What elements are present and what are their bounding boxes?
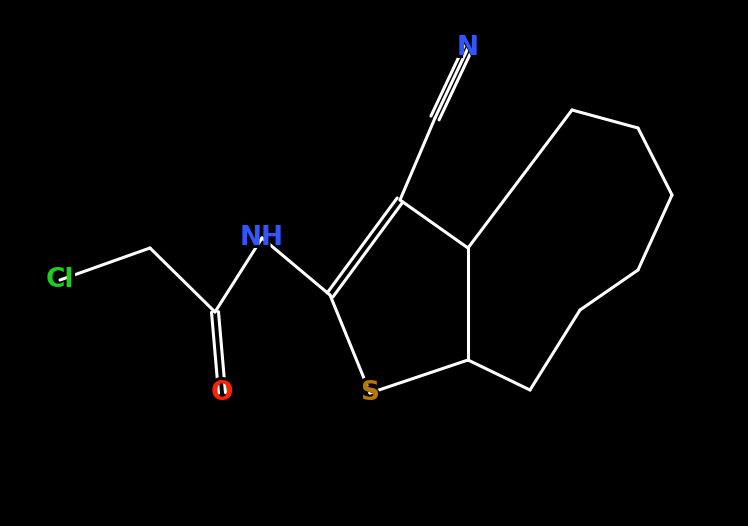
Text: N: N bbox=[454, 32, 482, 65]
Text: S: S bbox=[361, 380, 379, 406]
Text: O: O bbox=[208, 377, 236, 410]
Text: O: O bbox=[211, 380, 233, 406]
Text: N: N bbox=[457, 35, 479, 61]
Text: NH: NH bbox=[234, 221, 290, 255]
Text: NH: NH bbox=[240, 225, 284, 251]
Text: S: S bbox=[358, 377, 382, 410]
Text: Cl: Cl bbox=[42, 264, 78, 297]
Text: Cl: Cl bbox=[46, 267, 74, 293]
